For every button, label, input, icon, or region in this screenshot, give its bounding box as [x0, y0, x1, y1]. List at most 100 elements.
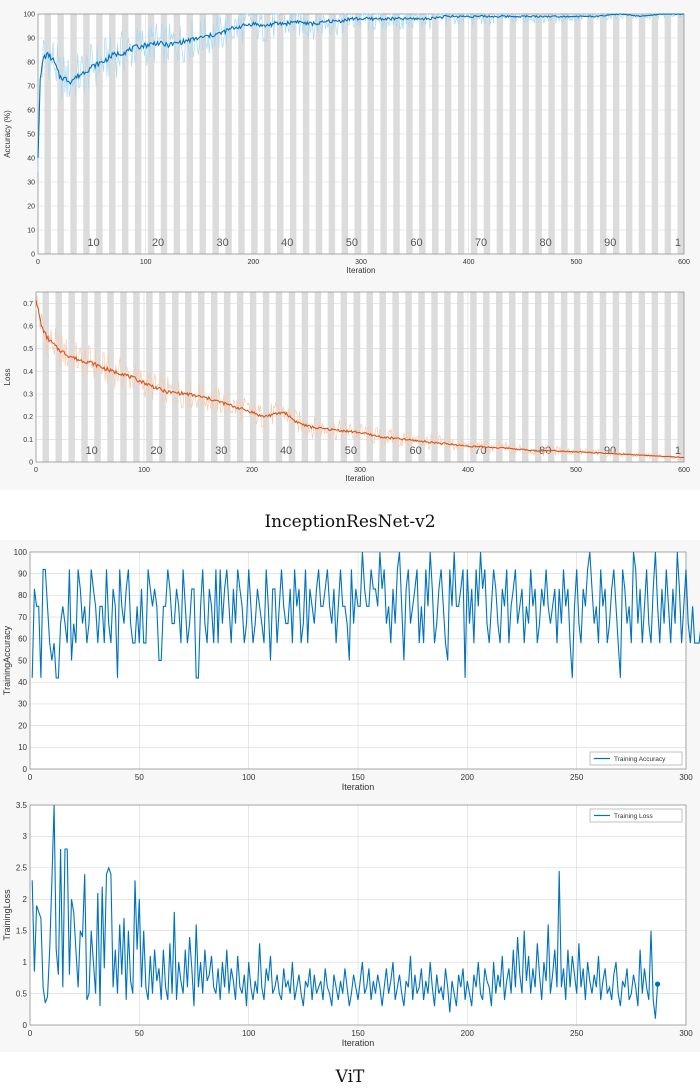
- y-tick-label: 70: [27, 83, 35, 90]
- epoch-band: [249, 292, 257, 462]
- x-tick-label: 200: [246, 467, 258, 474]
- raw-series-line: [37, 12, 684, 173]
- x-axis-label: Iteration: [346, 474, 375, 482]
- legend-label: Training Loss: [614, 813, 654, 820]
- x-tick-label: 100: [242, 773, 256, 782]
- y-tick-label: 70: [18, 613, 27, 622]
- y-tick-label: 0.2: [23, 414, 33, 421]
- epoch-band: [223, 292, 231, 462]
- x-tick-label: 600: [678, 259, 690, 266]
- y-tick-label: 50: [27, 131, 35, 138]
- legend: Training Accuracy: [589, 751, 683, 766]
- y-tick-label: 10: [18, 743, 27, 752]
- y-tick-label: 0.5: [23, 346, 33, 353]
- epoch-band: [366, 292, 373, 462]
- y-axis-label: TrainingLoss: [2, 889, 12, 941]
- epoch-band: [599, 292, 607, 462]
- x-tick-label: 250: [570, 773, 584, 782]
- y-tick-label: 50: [18, 656, 27, 665]
- epoch-band: [392, 292, 399, 462]
- epoch-band: [483, 292, 490, 462]
- y-tick-label: 3.5: [16, 801, 28, 810]
- y-axis-label: TrainingAccuracy: [2, 625, 12, 695]
- epoch-band: [547, 292, 555, 462]
- epoch-band: [612, 292, 620, 462]
- y-tick-label: 0: [29, 459, 33, 466]
- epoch-label: 50: [346, 237, 358, 249]
- x-tick-label: 300: [679, 1029, 693, 1038]
- y-tick-label: 1: [23, 958, 28, 967]
- x-tick-label: 200: [461, 773, 475, 782]
- inception-caption: InceptionResNet-v2: [264, 512, 436, 532]
- vit-loss-chart: 0 50 100 150 200 250 300 0 0.5 1 1.5 2 2.5 3 3.5 Iterat…: [2, 801, 693, 1048]
- vit-caption: ViT: [335, 1067, 365, 1087]
- y-tick-label: 0.4: [23, 369, 33, 376]
- y-tick-label: 20: [27, 203, 35, 210]
- epoch-band: [94, 292, 101, 462]
- x-tick-label: 600: [678, 467, 690, 474]
- x-tick-label: 250: [570, 1029, 584, 1038]
- y-tick-label: 90: [27, 35, 35, 42]
- y-tick-label: 1.5: [16, 927, 28, 936]
- series-line: [31, 804, 659, 1019]
- epoch-band: [210, 292, 218, 462]
- epoch-band: [198, 292, 205, 462]
- epoch-band: [522, 292, 529, 462]
- epoch-band: [275, 292, 283, 462]
- y-tick-label: 30: [27, 179, 35, 186]
- x-tick-label: 500: [570, 259, 582, 266]
- smoothed-series-line: [35, 300, 685, 459]
- inception-panel: 0 100 200 300 400 500 600 0 10 20 30 40 50 60 70 80 90 1 0…: [0, 0, 700, 490]
- x-tick-label: 150: [351, 1029, 365, 1038]
- epoch-label: 90: [604, 237, 616, 249]
- epoch-band: [509, 292, 516, 462]
- epoch-label: 70: [475, 237, 487, 249]
- x-tick-label: 0: [36, 259, 40, 266]
- y-tick-label: 60: [18, 635, 27, 644]
- legend-box: [589, 808, 683, 823]
- x-tick-label: 150: [351, 773, 365, 782]
- x-tick-label: 200: [461, 1029, 475, 1038]
- epoch-band: [55, 292, 62, 462]
- y-tick-label: 20: [18, 721, 27, 730]
- epoch-label: 60: [410, 445, 422, 457]
- y-tick-label: 40: [18, 678, 27, 687]
- epoch-band: [236, 292, 244, 462]
- plot-frame: [37, 13, 685, 255]
- y-tick-label: 0: [23, 1021, 28, 1030]
- epoch-label: 10: [86, 445, 98, 457]
- y-tick-label: 60: [27, 107, 35, 114]
- x-axis-label: Iteration: [342, 782, 375, 792]
- epoch-band: [470, 292, 477, 462]
- y-tick-label: 0.6: [23, 323, 33, 330]
- plot-frame: [35, 291, 685, 463]
- x-tick-label: 300: [355, 259, 367, 266]
- y-tick-label: 40: [27, 155, 35, 162]
- x-tick-label: 300: [354, 467, 366, 474]
- epoch-label: 50: [345, 445, 357, 457]
- epoch-band: [353, 292, 360, 462]
- plot-frame: [29, 551, 687, 770]
- epoch-band: [664, 292, 672, 462]
- vit-accuracy-chart: 0 50 100 150 200 250 300 0 10 20 30 40 50 60 70 80 90 100…: [2, 548, 700, 792]
- epoch-band: [262, 292, 270, 462]
- x-tick-label: 50: [135, 1029, 144, 1038]
- epoch-band: [573, 292, 581, 462]
- x-tick-label: 200: [247, 259, 259, 266]
- epoch-label: 1: [675, 237, 681, 249]
- vit-panel: 0 50 100 150 200 250 300 0 10 20 30 40 50 60 70 80 90 100…: [0, 540, 700, 1052]
- epoch-band: [457, 292, 464, 462]
- plot-frame: [29, 804, 687, 1026]
- x-tick-label: 500: [570, 467, 582, 474]
- x-tick-label: 0: [28, 773, 33, 782]
- epoch-band: [431, 292, 438, 462]
- epoch-label: 1: [675, 445, 681, 457]
- x-tick-label: 100: [140, 259, 152, 266]
- x-tick-label: 400: [462, 467, 474, 474]
- y-tick-label: 80: [27, 59, 35, 66]
- x-tick-label: 300: [679, 773, 693, 782]
- epoch-band: [185, 292, 192, 462]
- y-axis-label: Accuracy (%): [3, 110, 12, 158]
- x-tick-label: 0: [28, 1029, 33, 1038]
- epoch-band: [172, 292, 179, 462]
